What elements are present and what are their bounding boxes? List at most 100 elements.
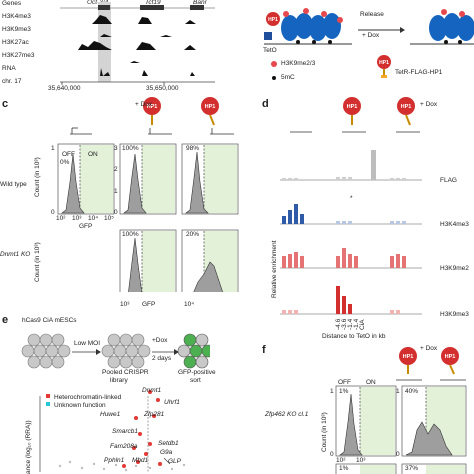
ytick: 0 bbox=[330, 451, 334, 458]
panel-c-letter: c bbox=[2, 98, 9, 110]
ytick: 1 bbox=[51, 145, 55, 152]
gene-fam208a: Fam208a bbox=[110, 443, 138, 450]
panel-f-letter: f bbox=[262, 344, 266, 356]
pct-wt-3: 98% bbox=[186, 145, 200, 152]
pct-ko-1: 100% bbox=[122, 231, 139, 238]
gene-smarcb1: Smarcb1 bbox=[112, 428, 139, 435]
dox-label-d: + Dox bbox=[420, 101, 438, 108]
on-label: ON bbox=[88, 151, 98, 158]
hist-ko-dox bbox=[193, 261, 223, 292]
pct-wt-2: 100% bbox=[122, 145, 139, 152]
track-h3k27ac bbox=[60, 41, 215, 50]
gene-block-oct bbox=[98, 5, 110, 10]
svg-text:HP1: HP1 bbox=[403, 354, 414, 360]
gene-uhrf1: Uhrf1 bbox=[164, 399, 180, 406]
hist-zfp-dox bbox=[405, 421, 453, 456]
library-label-2: library bbox=[110, 377, 128, 384]
hist-zfp-hp1 bbox=[339, 393, 363, 456]
track-label-h3k27me3: H3K27me3 bbox=[2, 52, 35, 59]
row-label-wt: Wild type bbox=[0, 181, 27, 188]
teto-label: TetO bbox=[263, 47, 277, 54]
panel-d-letter: d bbox=[262, 98, 269, 110]
gene-oct34: Oct-3/4 bbox=[87, 0, 109, 6]
star: * bbox=[350, 195, 353, 202]
dox-label-c: + Dox bbox=[135, 101, 153, 108]
track-h3k9me3 bbox=[60, 34, 215, 37]
ytick: 1 bbox=[114, 188, 118, 195]
hp1-icon bbox=[343, 97, 361, 115]
xtick: 10² bbox=[56, 215, 66, 222]
xtick: 10³ bbox=[72, 215, 82, 222]
release-label: Release bbox=[360, 11, 384, 18]
pct-f-4: 37% bbox=[405, 465, 419, 472]
dox-label-b: + Dox bbox=[362, 32, 380, 39]
sort-label-2: sort bbox=[190, 377, 201, 384]
gene-setdb1: Setdb1 bbox=[158, 440, 179, 447]
ylabel-d: Relative enrichment bbox=[271, 240, 278, 298]
genome-browser-tracks bbox=[60, 2, 215, 85]
ylabel-c-bottom: Count (in 10³) bbox=[34, 242, 41, 282]
xcat: CiA bbox=[359, 319, 366, 330]
row-label-flag: FLAG bbox=[440, 177, 457, 184]
hit-points bbox=[122, 390, 162, 468]
release-schematic: HP1 HP1 bbox=[264, 8, 474, 80]
gene-pphln1: Pphln1 bbox=[104, 457, 125, 464]
pct-ko-2: 20% bbox=[186, 231, 200, 238]
svg-text:HP1: HP1 bbox=[205, 104, 216, 110]
svg-text:HP1: HP1 bbox=[347, 104, 358, 110]
gene-tcf19: Tcf19 bbox=[145, 0, 161, 6]
ylabel-e: ance (log₁₀ (RRA)) bbox=[25, 420, 32, 474]
legend-heterochromatin: Heterochromatin-linked bbox=[54, 394, 122, 401]
track-label-chr: chr. 17 bbox=[2, 78, 22, 85]
panel-e-letter: e bbox=[2, 314, 9, 326]
svg-text:HP1: HP1 bbox=[147, 104, 158, 110]
track-label-rna: RNA bbox=[2, 65, 16, 72]
gene-partial: Banr bbox=[193, 0, 207, 6]
panel-e-title: hCas9 CiA mESCs bbox=[22, 317, 77, 324]
gene-block-partial bbox=[190, 5, 204, 10]
row-h3k9me2 bbox=[280, 248, 422, 269]
legend-5mc-label: 5mC bbox=[281, 74, 295, 81]
track-rna bbox=[60, 68, 215, 76]
legend-k9-label: H3K9me2/3 bbox=[281, 60, 316, 67]
row-label-zfp462: Zfp462 KO cl.1 bbox=[265, 411, 309, 418]
row-h3k4me3 bbox=[280, 204, 422, 225]
svg-text:HP1: HP1 bbox=[401, 104, 412, 110]
xtick: 10² bbox=[336, 457, 346, 464]
dox-label-f: + Dox bbox=[420, 345, 438, 352]
ylabel-c-top: Count (in 10³) bbox=[34, 157, 41, 197]
dox-label-e: +Dox bbox=[152, 337, 168, 344]
row-label-h3k4me3: H3K4me3 bbox=[440, 221, 469, 228]
ytick: 2 bbox=[114, 166, 118, 173]
panel-c-histograms: HP1 HP1 bbox=[57, 97, 239, 292]
pct-f-3: 1% bbox=[339, 465, 349, 472]
row-h3k9me3 bbox=[280, 286, 422, 315]
coord-left: 35,640,000 bbox=[48, 85, 81, 92]
off-label: OFF bbox=[62, 151, 75, 158]
ytick: 0 bbox=[51, 209, 55, 216]
row-label-h3k9me3: H3K9me3 bbox=[440, 311, 469, 318]
track-h3k4me3 bbox=[60, 15, 215, 24]
xtick: 10⁴ bbox=[184, 301, 195, 308]
library-label-1: Pooled CRISPR bbox=[102, 369, 149, 376]
ytick: 3 bbox=[114, 145, 118, 152]
track-label-genes: Genes bbox=[2, 0, 22, 7]
panel-d-bars: HP1 HP1 bbox=[280, 97, 422, 315]
coord-right: 35,650,000 bbox=[146, 85, 179, 92]
hist-wt-hp1 bbox=[123, 153, 147, 214]
highlight-region bbox=[98, 2, 111, 82]
on-label-f: ON bbox=[366, 379, 376, 386]
hist-ko-hp1 bbox=[128, 237, 143, 292]
xlabel-c-top: GFP bbox=[79, 223, 93, 230]
xtick: 10⁵ bbox=[104, 215, 114, 222]
gene-block-tcf bbox=[140, 5, 164, 10]
xtick: 10³ bbox=[356, 457, 366, 464]
row-flag bbox=[280, 150, 422, 181]
gene-dnmt1: Dnmt1 bbox=[142, 387, 162, 394]
svg-text:HP1: HP1 bbox=[445, 354, 456, 360]
gene-mbd1: Mbd1 bbox=[132, 457, 149, 464]
gene-huwe1: Huwe1 bbox=[100, 411, 121, 418]
svg-text:HP1: HP1 bbox=[379, 60, 389, 66]
xlabel-d: Distance to TetO in kb bbox=[322, 333, 386, 340]
pct-wt-1: 0% bbox=[60, 159, 70, 166]
